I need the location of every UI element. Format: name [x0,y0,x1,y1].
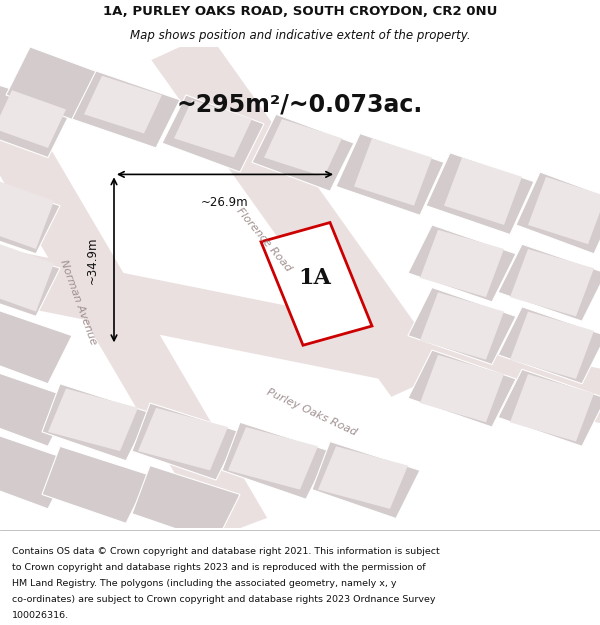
Text: to Crown copyright and database rights 2023 and is reproduced with the permissio: to Crown copyright and database rights 2… [12,564,425,572]
Polygon shape [408,288,516,364]
Text: Purley Oaks Road: Purley Oaks Road [265,388,359,438]
Polygon shape [151,34,449,397]
Polygon shape [336,134,444,215]
Polygon shape [498,369,600,446]
Polygon shape [426,152,534,234]
Polygon shape [252,114,354,191]
Text: 1A: 1A [299,267,331,289]
Polygon shape [162,95,264,172]
Polygon shape [0,182,54,249]
Polygon shape [0,238,600,434]
Polygon shape [0,432,72,509]
Polygon shape [444,158,522,225]
Polygon shape [0,239,60,316]
Polygon shape [408,225,516,302]
Polygon shape [0,369,72,446]
Text: Norman Avenue: Norman Avenue [58,258,98,346]
Text: co-ordinates) are subject to Crown copyright and database rights 2023 Ordnance S: co-ordinates) are subject to Crown copyr… [12,596,436,604]
Text: Contains OS data © Crown copyright and database right 2021. This information is : Contains OS data © Crown copyright and d… [12,548,440,556]
Polygon shape [510,374,594,441]
Polygon shape [498,307,600,384]
Text: 100026316.: 100026316. [12,611,69,621]
Polygon shape [6,47,108,124]
Polygon shape [354,138,432,206]
Polygon shape [42,446,150,523]
Text: ~295m²/~0.073ac.: ~295m²/~0.073ac. [177,92,423,117]
Polygon shape [42,384,150,461]
Polygon shape [72,71,180,148]
Polygon shape [0,244,54,311]
Text: Map shows position and indicative extent of the property.: Map shows position and indicative extent… [130,29,470,42]
Polygon shape [222,422,330,499]
Text: HM Land Registry. The polygons (including the associated geometry, namely x, y: HM Land Registry. The polygons (includin… [12,579,397,589]
Polygon shape [228,427,318,489]
Polygon shape [498,244,600,321]
Polygon shape [312,441,420,519]
Polygon shape [261,222,372,345]
Text: Florence Road: Florence Road [235,206,293,273]
Polygon shape [0,90,66,148]
Polygon shape [420,230,504,297]
Polygon shape [84,76,162,134]
Polygon shape [132,466,240,542]
Polygon shape [510,311,594,379]
Polygon shape [0,307,72,384]
Polygon shape [408,350,516,427]
Polygon shape [138,408,228,471]
Polygon shape [318,446,408,509]
Polygon shape [132,403,240,480]
Polygon shape [48,389,138,451]
Polygon shape [420,355,504,422]
Polygon shape [528,177,600,244]
Text: ~26.9m: ~26.9m [201,196,249,209]
Polygon shape [0,177,60,254]
Polygon shape [510,249,594,316]
Polygon shape [516,172,600,254]
Polygon shape [0,86,72,158]
Polygon shape [0,109,267,538]
Text: ~34.9m: ~34.9m [86,236,99,284]
Polygon shape [264,119,342,177]
Polygon shape [420,292,504,359]
Polygon shape [174,100,252,158]
Text: 1A, PURLEY OAKS ROAD, SOUTH CROYDON, CR2 0NU: 1A, PURLEY OAKS ROAD, SOUTH CROYDON, CR2… [103,5,497,18]
